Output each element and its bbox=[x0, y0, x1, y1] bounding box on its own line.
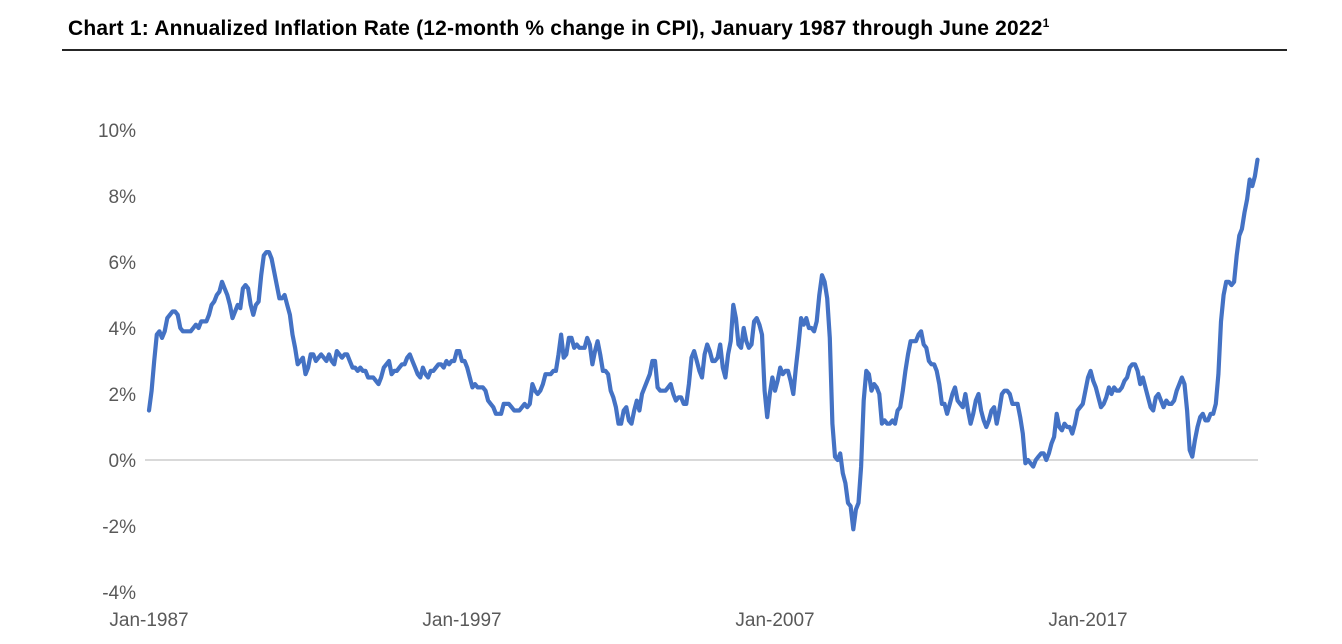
y-tick-label: 4% bbox=[109, 319, 137, 340]
chart-title-text: Chart 1: Annualized Inflation Rate (12-m… bbox=[68, 17, 1043, 40]
y-tick-label: 2% bbox=[109, 385, 137, 406]
footnote-superscript: 1 bbox=[1042, 16, 1050, 30]
y-tick-label: 10% bbox=[98, 121, 136, 142]
y-tick-label: -4% bbox=[102, 583, 136, 604]
y-tick-label: 6% bbox=[109, 253, 137, 274]
title-underline-rule bbox=[62, 49, 1287, 51]
x-tick-label: Jan-2017 bbox=[1048, 610, 1127, 631]
x-tick-label: Jan-1997 bbox=[422, 610, 501, 631]
y-axis-labels: 10% 8% 6% 4% 2% 0% -2% -4% bbox=[98, 121, 136, 604]
y-tick-label: 8% bbox=[109, 187, 137, 208]
x-tick-label: Jan-2007 bbox=[735, 610, 814, 631]
cpi-line-series bbox=[146, 157, 1260, 532]
x-tick-label: Jan-1987 bbox=[109, 610, 188, 631]
y-tick-label: -2% bbox=[102, 517, 136, 538]
y-tick-label: 0% bbox=[109, 451, 137, 472]
x-axis-labels: Jan-1987 Jan-1997 Jan-2007 Jan-2017 bbox=[109, 610, 1127, 631]
chart-title: Chart 1: Annualized Inflation Rate (12-m… bbox=[68, 16, 1050, 41]
